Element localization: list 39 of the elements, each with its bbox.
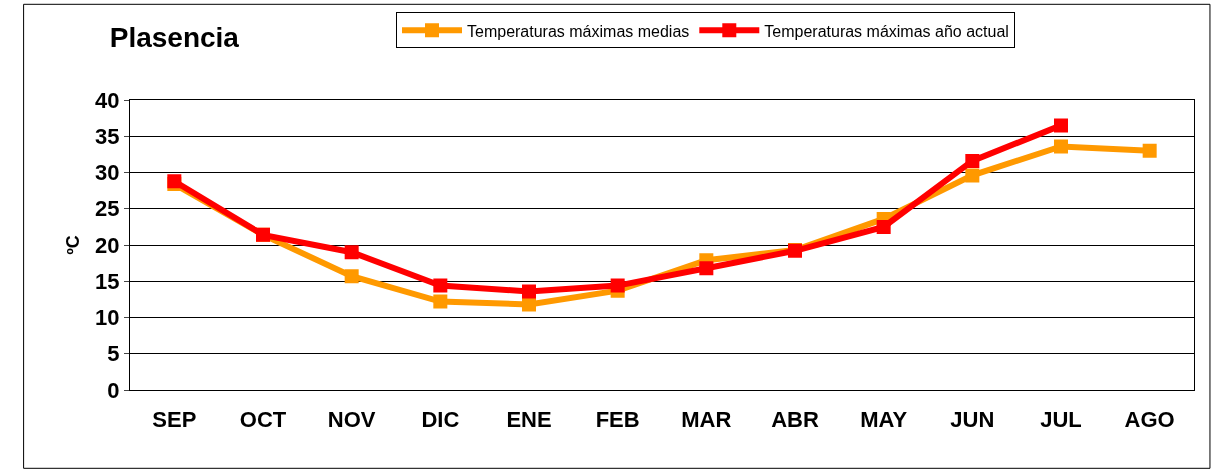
point bbox=[876, 219, 891, 234]
point bbox=[1054, 118, 1068, 133]
x-tick-label: MAY bbox=[860, 407, 908, 433]
chart-title: Plasencia bbox=[109, 22, 240, 54]
y-tick-label: 25 bbox=[95, 196, 120, 222]
x-tick-label: OCT bbox=[239, 407, 287, 433]
x-tick-label: DIC bbox=[421, 407, 460, 433]
legend-label: Temperaturas máximas año actual bbox=[764, 22, 1009, 40]
point bbox=[433, 294, 448, 309]
point bbox=[344, 245, 359, 260]
legend-label: Temperaturas máximas medias bbox=[467, 22, 690, 40]
point bbox=[522, 297, 536, 312]
x-tick-label: MAR bbox=[681, 407, 732, 433]
x-tick-label: ENE bbox=[506, 407, 552, 433]
y-tick-label: 10 bbox=[95, 305, 120, 331]
x-tick-label: NOV bbox=[327, 407, 376, 433]
point bbox=[610, 278, 625, 293]
x-tick-label: SEP bbox=[152, 407, 197, 433]
y-tick-label: 5 bbox=[107, 341, 120, 367]
y-tick-label: 30 bbox=[95, 160, 120, 186]
point bbox=[522, 284, 536, 299]
y-tick-label: 15 bbox=[95, 268, 120, 294]
x-tick-label: JUL bbox=[1040, 407, 1082, 433]
x-tick-label: ABR bbox=[771, 407, 819, 433]
y-tick-label: 40 bbox=[95, 87, 120, 113]
x-tick-label: JUN bbox=[950, 407, 995, 433]
y-axis-title: ºC bbox=[63, 235, 84, 255]
point bbox=[1142, 143, 1157, 158]
point bbox=[344, 269, 359, 284]
point bbox=[965, 153, 980, 168]
y-tick-label: 35 bbox=[95, 123, 120, 149]
x-tick-label: AGO bbox=[1124, 407, 1175, 433]
point bbox=[965, 168, 980, 183]
x-tick-label: FEB bbox=[595, 407, 640, 433]
y-tick-label: 20 bbox=[95, 232, 120, 258]
point bbox=[699, 261, 714, 276]
point bbox=[433, 278, 448, 293]
point bbox=[1054, 139, 1068, 154]
y-tick-label: 0 bbox=[107, 377, 120, 403]
